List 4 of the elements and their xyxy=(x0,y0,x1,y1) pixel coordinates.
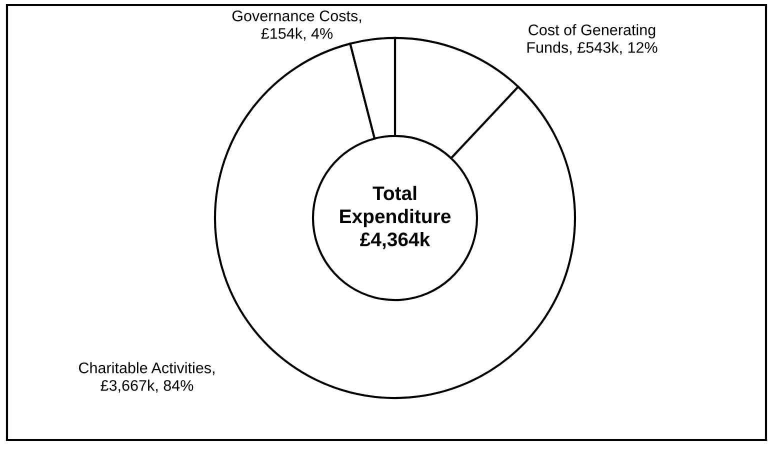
slice-label: Cost of Generating Funds, £543k, 12% xyxy=(527,24,658,55)
slice-label: Governance Costs, £154k, 4% xyxy=(232,10,362,41)
slice-label: Charitable Activities, £3,667k, 84% xyxy=(78,362,214,393)
text: Total Expenditure £4,364k xyxy=(340,186,451,250)
